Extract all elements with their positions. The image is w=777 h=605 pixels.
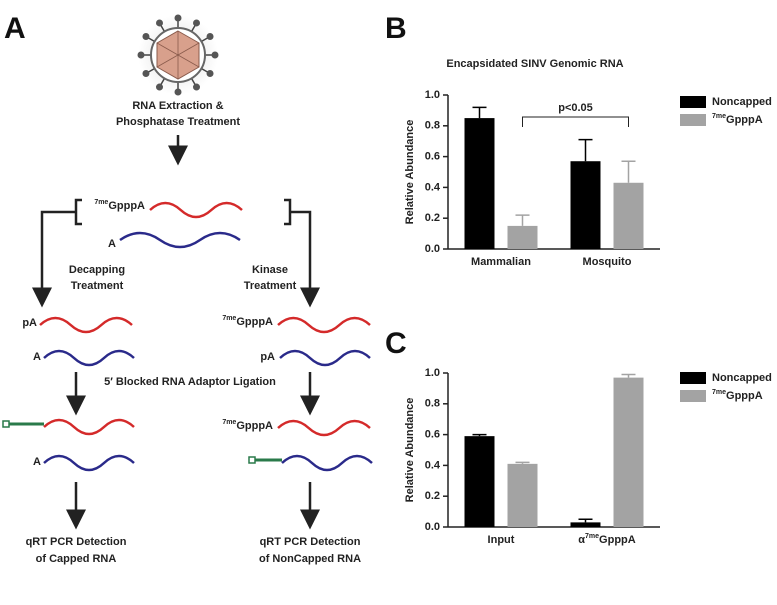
spike-head: [137, 51, 145, 59]
rna-strand: [43, 349, 135, 367]
chart-title: Encapsidated SINV Genomic RNA: [446, 58, 623, 70]
rna-label: A: [33, 351, 41, 363]
error-bar: [472, 433, 487, 437]
y-axis-label: Relative Abundance: [404, 398, 416, 503]
y-tick-label: 0.8: [425, 398, 440, 410]
error-bar: [621, 160, 636, 183]
spike-head: [174, 14, 182, 22]
result-label: of Capped RNA: [36, 553, 117, 565]
rna-label: pA: [22, 317, 37, 329]
spike-head: [206, 70, 214, 77]
rna-strand: [43, 454, 135, 472]
y-tick-label: 0.0: [425, 521, 440, 533]
step-label: Treatment: [71, 280, 124, 292]
virus: [137, 14, 219, 96]
x-tick-label: Mosquito: [583, 256, 632, 268]
step-label: 5′ Blocked RNA Adaptor Ligation: [104, 376, 276, 388]
x-tick-label: Input: [488, 534, 515, 546]
rna-strand: [39, 316, 133, 334]
legend-label: 7meGpppA: [712, 113, 763, 126]
rna-strand: [149, 201, 243, 219]
y-tick-label: 0.2: [425, 212, 440, 224]
y-tick-label: 0.6: [425, 429, 440, 441]
spike-head: [174, 88, 182, 96]
x-tick-label: Mammalian: [471, 256, 531, 268]
x-tick-label: α7meGpppA: [578, 533, 635, 546]
adaptor: [248, 456, 282, 464]
spike-head: [193, 83, 200, 91]
rna-strand: [119, 231, 241, 249]
y-tick-label: 0.2: [425, 490, 440, 502]
rna-strand: [277, 316, 371, 334]
error-bar: [578, 138, 593, 162]
bar: [507, 225, 538, 249]
legend-swatch: [680, 114, 706, 126]
y-axis-label: Relative Abundance: [404, 120, 416, 225]
adaptor: [2, 420, 44, 428]
rna-strand: [277, 419, 371, 437]
legend-label: Noncapped: [712, 372, 772, 384]
rna-label: 7meGpppA: [222, 419, 273, 432]
y-tick-label: 1.0: [425, 89, 440, 101]
bar: [613, 182, 644, 249]
rna-strand: [281, 454, 373, 472]
error-bar: [515, 214, 530, 226]
annotation: p<0.05: [558, 102, 593, 114]
spike-head: [211, 51, 219, 59]
step-label: Decapping: [69, 264, 125, 276]
error-bar: [621, 373, 636, 378]
bracket-arrow: [42, 198, 82, 300]
rna-strand: [43, 418, 135, 436]
rna-strand: [279, 349, 371, 367]
bar: [613, 377, 644, 527]
y-tick-label: 0.8: [425, 120, 440, 132]
bracket-arrow: [284, 198, 310, 300]
legend-label: 7meGpppA: [712, 389, 763, 402]
legend-swatch: [680, 96, 706, 108]
step-label: Phosphatase Treatment: [116, 116, 240, 128]
spike-head: [142, 33, 150, 40]
bar: [507, 463, 538, 527]
legend-label: Noncapped: [712, 96, 772, 108]
rna-label: A: [108, 238, 116, 250]
spike-head: [142, 70, 150, 77]
error-bar: [515, 461, 530, 464]
bar: [464, 436, 495, 527]
spike-head: [193, 19, 200, 27]
y-tick-label: 0.0: [425, 243, 440, 255]
rna-label: pA: [260, 351, 275, 363]
error-bar: [472, 106, 487, 119]
bar: [570, 161, 601, 249]
error-bar: [578, 518, 593, 523]
significance-bracket: [522, 116, 629, 127]
panel-label: A: [4, 12, 26, 45]
rna-label: 7meGpppA: [222, 315, 273, 328]
legend-swatch: [680, 372, 706, 384]
rna-label: A: [33, 456, 41, 468]
result-label: qRT PCR Detection: [26, 536, 127, 548]
bar: [464, 118, 495, 249]
panel-label: C: [385, 327, 407, 360]
result-label: of NonCapped RNA: [259, 553, 361, 565]
step-label: Treatment: [244, 280, 297, 292]
step-label: RNA Extraction &: [132, 100, 223, 112]
rna-label: 7meGpppA: [94, 199, 145, 212]
spike-head: [156, 19, 163, 27]
step-label: Kinase: [252, 264, 288, 276]
panel-label: B: [385, 12, 407, 45]
legend-swatch: [680, 390, 706, 402]
spike-head: [156, 83, 163, 91]
y-tick-label: 0.4: [425, 181, 441, 193]
y-tick-label: 0.6: [425, 151, 440, 163]
result-label: qRT PCR Detection: [260, 536, 361, 548]
spike-head: [206, 33, 214, 40]
bar: [570, 522, 601, 527]
y-tick-label: 0.4: [425, 459, 441, 471]
y-tick-label: 1.0: [425, 367, 440, 379]
